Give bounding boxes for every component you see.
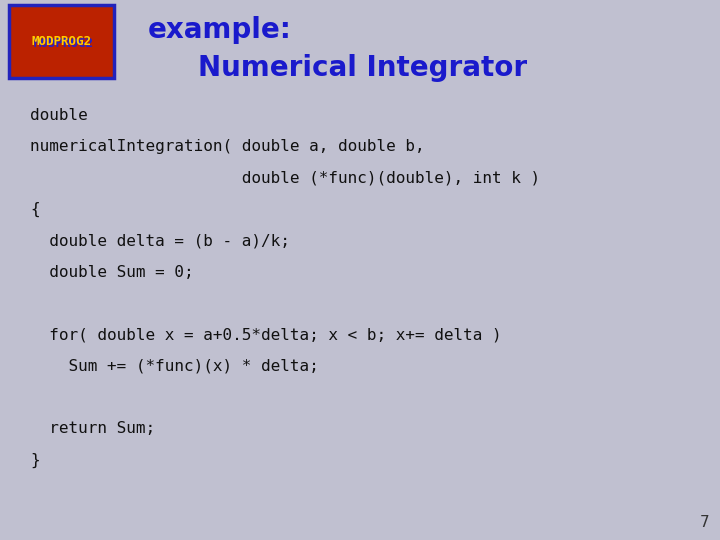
FancyBboxPatch shape	[9, 5, 114, 78]
Text: MODPROG2: MODPROG2	[32, 35, 91, 49]
Text: numericalIntegration( double a, double b,: numericalIntegration( double a, double b…	[30, 139, 425, 154]
Text: Sum += (*func)(x) * delta;: Sum += (*func)(x) * delta;	[30, 359, 319, 374]
Text: example:: example:	[148, 16, 292, 44]
Text: return Sum;: return Sum;	[30, 421, 156, 436]
Text: for( double x = a+0.5*delta; x < b; x+= delta ): for( double x = a+0.5*delta; x < b; x+= …	[30, 327, 502, 342]
Text: double Sum = 0;: double Sum = 0;	[30, 265, 194, 280]
Text: MODPROG2: MODPROG2	[34, 37, 94, 50]
Text: {: {	[30, 202, 40, 217]
Text: 7: 7	[700, 515, 709, 530]
Text: double delta = (b - a)/k;: double delta = (b - a)/k;	[30, 233, 290, 248]
Text: Numerical Integrator: Numerical Integrator	[198, 53, 527, 82]
Text: double: double	[30, 108, 88, 123]
Text: }: }	[30, 453, 40, 468]
Text: double (*func)(double), int k ): double (*func)(double), int k )	[30, 171, 541, 186]
